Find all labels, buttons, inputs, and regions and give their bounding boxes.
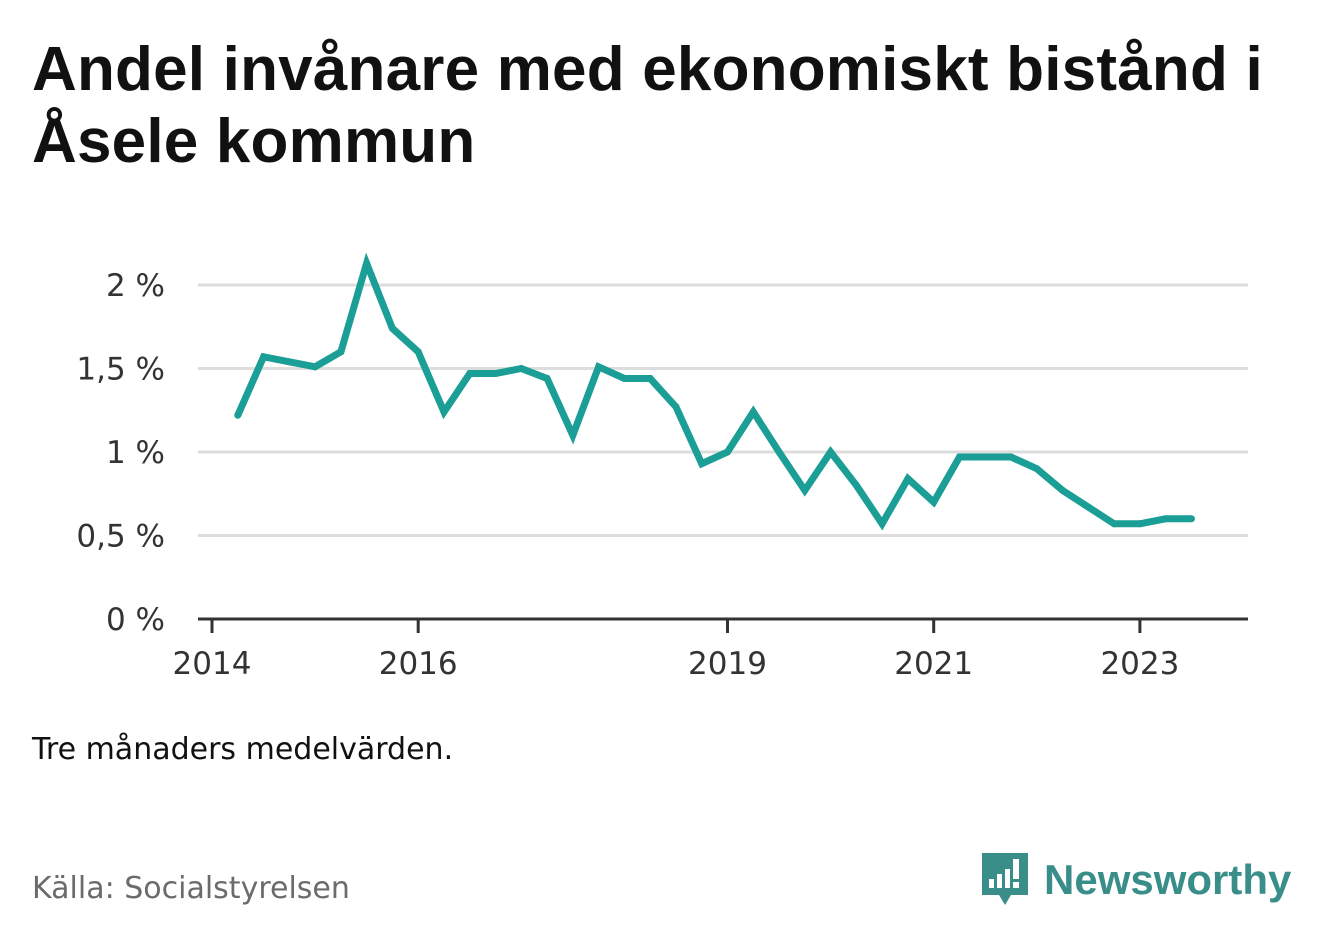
newsworthy-logo-icon [982, 853, 1028, 905]
data-point [388, 324, 396, 332]
x-tick-label: 2021 [894, 646, 973, 682]
x-tick-label: 2014 [173, 646, 252, 682]
y-tick-label: 1 % [106, 435, 165, 471]
y-tick-label: 0,5 % [76, 519, 165, 555]
data-point [285, 358, 293, 366]
data-point [1059, 486, 1067, 494]
data-point [1007, 453, 1015, 461]
data-point [1136, 520, 1144, 528]
data-point [878, 520, 886, 528]
data-point [749, 408, 757, 416]
data-point [646, 375, 654, 383]
brand-name: Newsworthy [1044, 856, 1292, 903]
y-tick-label: 2 % [106, 268, 165, 304]
data-point [1033, 465, 1041, 473]
series-layer [234, 252, 1195, 531]
brand-logo: Newsworthy [980, 850, 1291, 910]
data-point [234, 411, 242, 419]
data-point [595, 363, 603, 371]
chart-title: Andel invånare med ekonomiskt bistånd i … [32, 35, 1263, 176]
data-point [904, 475, 912, 483]
data-point [1187, 515, 1195, 523]
data-point [955, 453, 963, 461]
data-point [1162, 515, 1170, 523]
data-point [801, 486, 809, 494]
y-tick-label: 1,5 % [76, 352, 165, 388]
data-point [981, 453, 989, 461]
gridlines [198, 283, 1248, 537]
data-point [311, 363, 319, 371]
data-point [260, 353, 268, 361]
data-point [672, 403, 680, 411]
data-point [363, 259, 371, 267]
data-point [930, 498, 938, 506]
source-text: Källa: Socialstyrelsen [32, 871, 350, 906]
data-point [698, 460, 706, 468]
data-point [517, 365, 525, 372]
y-axis-tick-labels: 0 % 0,5 % 1 % 1,5 % 2 % [76, 268, 165, 638]
data-point [620, 375, 628, 383]
data-point [337, 348, 345, 356]
x-tick-label: 2023 [1100, 646, 1179, 682]
data-point [1084, 503, 1092, 511]
data-point [414, 348, 422, 356]
data-point [852, 481, 860, 489]
data-point [775, 448, 783, 456]
data-point [492, 370, 500, 378]
data-point [827, 448, 835, 456]
data-point [724, 448, 731, 456]
data-point [1110, 520, 1118, 528]
data-point [440, 408, 448, 416]
x-axis-tick-labels: 2014 2016 2019 2021 2023 [173, 646, 1180, 682]
chart-note: Tre månaders medelvärden. [32, 732, 454, 767]
y-tick-label: 0 % [106, 602, 165, 638]
x-axis [198, 617, 1248, 633]
series-line [234, 252, 1192, 531]
data-point [569, 431, 577, 439]
x-tick-label: 2019 [688, 646, 767, 682]
x-tick-label: 2016 [379, 646, 458, 682]
data-point [543, 375, 551, 383]
data-point [466, 370, 474, 378]
